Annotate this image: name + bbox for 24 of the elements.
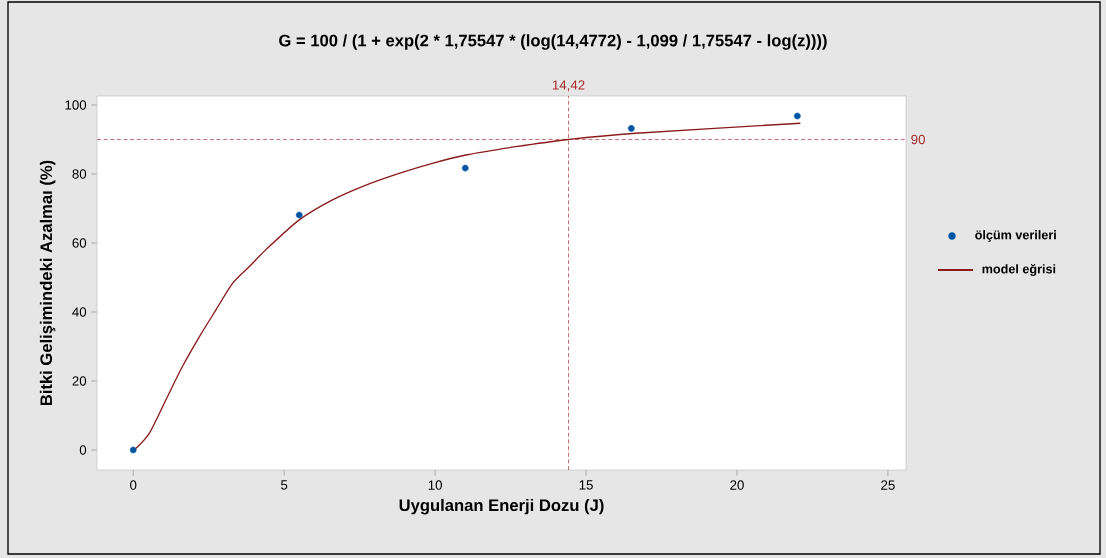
x-tick-label: 0	[130, 480, 137, 490]
x-tick-label: 15	[579, 480, 593, 490]
y-axis-title: Bitki Gelişimindeki Azalmaı (%)	[39, 160, 56, 406]
x-axis-title: Uygulanan Enerji Dozu (J)	[399, 498, 604, 515]
y-tick-label: 20	[72, 376, 87, 386]
x-tick-label: 25	[881, 480, 895, 490]
legend-label: ölçüm verileri	[975, 230, 1056, 242]
x-tick-label: 10	[428, 480, 442, 490]
ref-line-label: 90	[911, 134, 925, 145]
y-tick-label: 80	[72, 169, 87, 179]
point	[627, 125, 635, 132]
y-tick-label: 100	[65, 100, 87, 110]
ref-line-label: 14,42	[552, 80, 585, 92]
y-tick-label: 60	[72, 238, 87, 248]
chart-title: G = 100 / (1 + exp(2 * 1,75547 * (log(14,4772) - 1,099 / 1,75547 - log(z))))	[279, 34, 827, 50]
x-tick-label: 5	[281, 480, 288, 490]
point	[295, 211, 303, 219]
point	[794, 112, 801, 120]
y-tick-label: 0	[79, 445, 87, 455]
legend-label: model eğrisi	[982, 264, 1056, 276]
x-tick-label: 20	[730, 480, 744, 490]
point	[461, 164, 469, 172]
y-tick-label: 40	[72, 307, 87, 317]
point	[129, 446, 137, 454]
